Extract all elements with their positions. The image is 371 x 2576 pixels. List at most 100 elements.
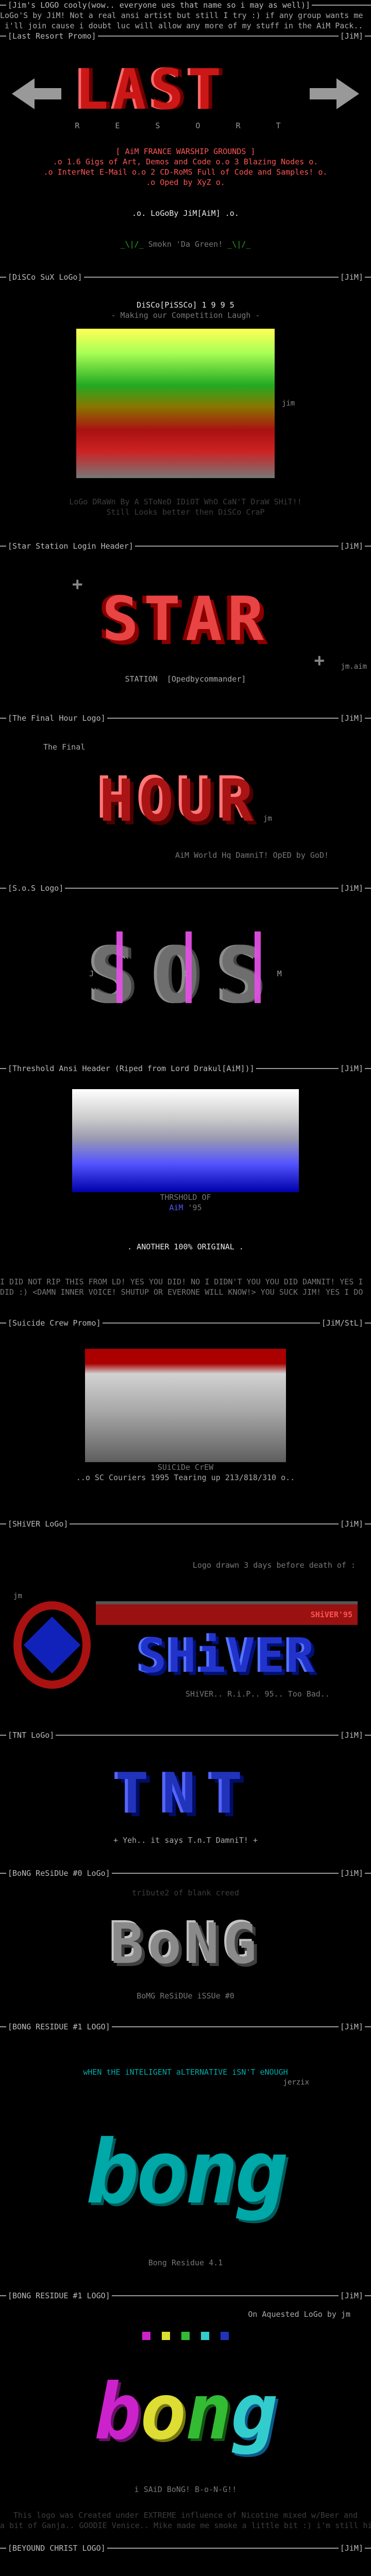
shiver-logo: jm SHiVER'95 SHiVER	[0, 1591, 371, 1689]
header-line	[83, 277, 339, 278]
bong1-caption: Bong Residue 4.1	[148, 2258, 223, 2267]
section-title: [The Final Hour Logo]	[8, 714, 106, 723]
section-header-tnt: [TNT LoGo] [JiM]	[0, 1730, 371, 1740]
logo-word-bong0: BoNG	[110, 1912, 261, 1976]
section-header-bong2: [BONG RESIDUE #1 LOGO] [JiM]	[0, 2291, 371, 2301]
intro-header: [Jim's LOGO cooly(wow.. everyone ues tha…	[0, 0, 371, 10]
artist-sig: jerzix	[283, 2078, 309, 2087]
logo-word-tnt: TNT	[115, 1761, 256, 1826]
threshold-caption: . ANOTHER 100% ORIGINAL .	[127, 1242, 244, 1251]
hour-logo: HOUR jm	[0, 752, 371, 850]
artist-sig: [JiM]	[340, 1731, 363, 1740]
left-arrow-icon	[12, 78, 62, 109]
artist-sig: jm	[13, 1592, 22, 1600]
bong0-logo: BoNG	[0, 1898, 371, 1991]
disco-title: DiSCo[PiSSCo] 1 9 9 5	[137, 300, 234, 310]
header-line	[365, 2026, 371, 2027]
header-line	[0, 1523, 6, 1524]
header-line	[0, 36, 6, 37]
star-logo: + STAR + jm.aim	[0, 575, 371, 671]
color-blocks	[0, 2332, 371, 2340]
section-title: [TNT LoGo]	[8, 1731, 55, 1740]
board-info: .o Oped by XyZ o.	[146, 178, 225, 187]
magenta-accent	[255, 931, 261, 1003]
threshold-inner: THRSHOLD OF	[160, 1193, 211, 1202]
header-line	[102, 1323, 320, 1324]
intro-line: LoGo'S by JiM! Not a real ansi artist bu…	[0, 11, 363, 20]
artist-sig: jm	[263, 815, 272, 823]
section-title: [BEYOUND CHRIST LOGO]	[8, 2544, 106, 2553]
logo-word-disco: DiSCO	[76, 329, 275, 478]
final-hour-caption: AiM World Hq DamniT! OpED by GoD!	[175, 851, 329, 860]
header-line	[365, 1323, 371, 1324]
header-line	[111, 1873, 339, 1874]
sparkle-icon: +	[314, 650, 325, 671]
logo-credit: .o. LoGoBy JiM[AiM] .o.	[132, 209, 239, 218]
header-line	[312, 5, 371, 6]
header-line	[365, 277, 371, 278]
header-line	[0, 277, 6, 278]
artist-sig: [JiM]	[340, 1869, 363, 1878]
section-header-shiver: [SHiVER LoGo] [JiM]	[0, 1519, 371, 1529]
magenta-accent	[185, 931, 192, 1003]
sos-logo: SOS J I M	[0, 914, 371, 1038]
shiver-note: Logo drawn 3 days before death of :	[192, 1561, 356, 1570]
header-line	[365, 1873, 371, 1874]
shiver-s-ornament	[13, 1601, 91, 1689]
section-header-disco: [DiSCo SuX LoGo] [JiM]	[0, 272, 371, 282]
section-title: [BONG RESIDUE #1 LOGO]	[8, 2291, 110, 2300]
green-block	[181, 2332, 190, 2340]
header-line	[365, 2548, 371, 2549]
logo-word-hour: HOUR	[99, 768, 259, 835]
header-line	[0, 5, 6, 6]
yellow-block	[162, 2332, 170, 2340]
bong1-tagline: wHEN tHE iNTELIGENT aLTERNATIVE iSN'T eN…	[83, 2067, 288, 2077]
section-title: [Star Station Login Header]	[8, 541, 133, 551]
weed-icon: _\|/_	[227, 240, 251, 249]
rip-argument: DID :) <DAMN INNER VOICE! SHUTUP OR EVER…	[0, 1287, 363, 1297]
header-line	[0, 2026, 6, 2027]
header-line	[107, 2548, 339, 2549]
cyan-block	[201, 2332, 209, 2340]
intro-line: i'll join cause i doubt luc will allow a…	[0, 21, 363, 30]
suicide-caption: SUiCiDe CrEW	[157, 1463, 214, 1472]
logo-word-bong2: bong	[94, 2367, 277, 2457]
bong2-logo: bong	[0, 2340, 371, 2484]
bong1-logo: bong	[0, 2088, 371, 2258]
board-info: .o 1.6 Gigs of Art, Demos and Code o.o 3…	[53, 157, 318, 166]
header-line	[365, 1068, 371, 1069]
bong2-caption: i SAiD BoNG! B-o-N-G!!	[134, 2485, 237, 2494]
header-line	[0, 1735, 6, 1736]
artist-sig: [JiM]	[340, 31, 363, 41]
rip-argument: I DID NOT RIP THIS FROM LD! YES YOU DID!…	[0, 1277, 363, 1286]
artist-sig: [JiM]	[340, 2291, 363, 2300]
section-title: [Suicide Crew Promo]	[8, 1318, 101, 1328]
threshold-logo: THRSHOLD	[0, 1089, 371, 1192]
header-line	[97, 36, 339, 37]
bong2-prose: a bit of Ganja.. GOODIE Venice.. Mike ma…	[0, 2521, 371, 2530]
header-line	[365, 546, 371, 547]
artist-sig: jm.aim	[341, 663, 367, 671]
board-name: [ AiM FRANCE WARSHIP GROUNDS ]	[115, 147, 256, 156]
section-header-bong1: [BONG RESIDUE #1 LOGO] [JiM]	[0, 2022, 371, 2032]
header-line	[111, 2295, 339, 2296]
artist-sig: [JiM]	[340, 1064, 363, 1073]
section-title: [Last Resort Promo]	[8, 31, 96, 41]
bong2-prose: This logo was Created under EXTREME infl…	[13, 2511, 358, 2520]
section-header-star-station: [Star Station Login Header] [JiM]	[0, 541, 371, 551]
artist-sig: [JiM]	[340, 2022, 363, 2031]
logo-word-shiver: SHiVER	[138, 1628, 316, 1683]
header-line	[0, 546, 6, 547]
suicide-crew-logo: SUiCiDE	[0, 1349, 371, 1462]
header-line	[0, 718, 6, 719]
section-header-beyound-christ: [BEYOUND CHRIST LOGO] [JiM]	[0, 2543, 371, 2553]
artist-sig: jim	[281, 399, 295, 408]
artist-sig: [JiM]	[340, 1519, 363, 1529]
beyound-christ-logo: bc	[0, 2569, 371, 2576]
final-hour-pre: The Final	[43, 742, 86, 752]
header-line	[256, 1068, 339, 1069]
artist-sig: [JiM]	[340, 714, 363, 723]
threshold-inner: AiM '95	[169, 1203, 202, 1212]
tnt-logo: TNT	[0, 1753, 371, 1835]
header-line	[365, 888, 371, 889]
